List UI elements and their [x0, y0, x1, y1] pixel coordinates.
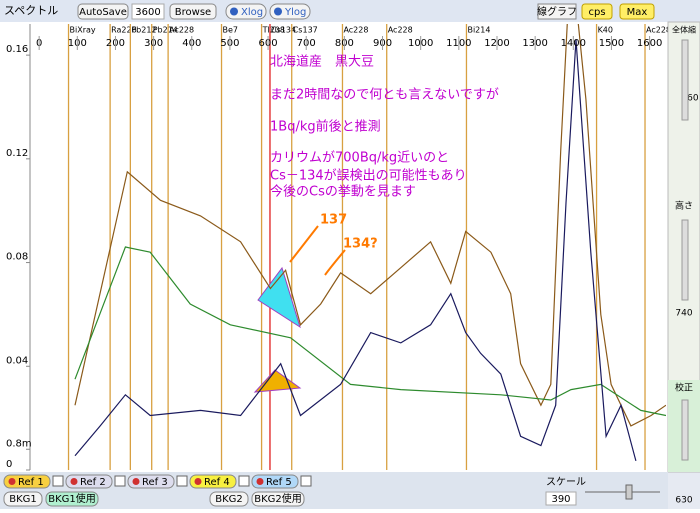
nuclide-label: Ra226	[111, 26, 137, 35]
autosave-label: AutoSave	[79, 7, 127, 18]
nuclide-label: Ac228	[388, 26, 413, 35]
zoom-value: 160	[681, 94, 698, 104]
ref-checkbox[interactable]	[114, 475, 126, 487]
ref-dot	[8, 478, 16, 485]
calib-slider[interactable]	[681, 399, 689, 461]
window-title: スペクトル	[4, 4, 58, 17]
nuclide-label: Pb214	[153, 26, 178, 35]
cps-button[interactable]	[581, 3, 613, 20]
ref-checkbox[interactable]	[176, 475, 188, 487]
annotation: Cs－134が誤検出の可能性もあり	[270, 168, 467, 184]
y-tick-label: 0.04	[6, 355, 28, 366]
nuclide-label: Pb212	[131, 26, 156, 35]
nuclide-label: Tl208	[262, 26, 285, 35]
bkg1-use-button[interactable]	[45, 491, 99, 507]
scale-thumb[interactable]	[625, 484, 633, 500]
annotation: 北海道産 黒大豆	[270, 54, 374, 70]
nuclide-label: Bi214	[467, 26, 490, 35]
height-value: 740	[675, 309, 692, 319]
ref-dot	[132, 478, 140, 485]
autosave-button[interactable]	[77, 3, 129, 20]
scale-label: スケール	[546, 476, 586, 488]
bkg2-label: BKG2	[215, 494, 243, 505]
bkg1-label: BKG1	[9, 494, 37, 505]
nuclide-label: Ac228	[169, 26, 194, 35]
bkg2-use-button[interactable]	[251, 491, 305, 507]
ylog-radio	[274, 7, 282, 16]
ref-label: Ref 4	[204, 477, 230, 488]
annotation: カリウムが700Bq/kg近いのと	[270, 151, 449, 166]
ref-label: Ref 2	[80, 477, 106, 488]
ref-checkbox[interactable]	[238, 475, 250, 487]
ylog-label: Ylog	[284, 7, 306, 18]
height-slider[interactable]	[681, 219, 689, 301]
bkg2-use-label: BKG2使用	[254, 492, 302, 505]
nuclide-label: BiXray	[70, 26, 96, 35]
zoom-slider[interactable]	[681, 39, 689, 121]
time-field[interactable]	[131, 3, 165, 20]
y-tick-label: 0.08	[6, 252, 28, 263]
bkg2-button[interactable]	[209, 491, 249, 507]
browse-button[interactable]	[169, 3, 217, 20]
ref-checkbox[interactable]	[300, 475, 312, 487]
browse-label: Browse	[175, 7, 211, 18]
peak-label: 134?	[343, 237, 378, 252]
bkg1-button[interactable]	[3, 491, 43, 507]
annotation: まだ2時間なので何とも言えないですが	[270, 87, 499, 103]
ref-checkbox[interactable]	[52, 475, 64, 487]
peak-label: 137	[320, 213, 347, 228]
height-label: 高さ	[675, 200, 693, 212]
peak-arrow	[324, 249, 346, 276]
spectrum-line	[74, 246, 666, 417]
ref-dot	[194, 478, 202, 485]
annotation: 今後のCsの挙動を見ます	[270, 184, 416, 200]
ylog-toggle[interactable]	[269, 3, 311, 20]
spectrum-line	[74, 39, 637, 462]
nuclide-label: Cs137	[293, 26, 318, 35]
calib-value: 630	[675, 496, 692, 506]
y-tick-label: 0.12	[6, 148, 28, 159]
y-tick-label: 0.8m	[6, 438, 32, 449]
nuclide-label: Ac228	[343, 26, 368, 35]
y-tick-label: 0.16	[6, 44, 28, 55]
nuclide-label: Ac228	[646, 26, 671, 35]
scale-value: 390	[551, 494, 570, 505]
ref-button[interactable]	[251, 474, 299, 489]
graph-mode-label: 線グラフ	[537, 5, 577, 18]
scale-field[interactable]	[545, 491, 577, 506]
ref-label: Ref 5	[266, 477, 292, 488]
bkg1-use-label: BKG1使用	[48, 492, 96, 505]
cps-label: cps	[588, 7, 605, 18]
peak-arrow	[289, 225, 319, 263]
y-tick-label: 0	[6, 459, 12, 470]
spectrum-line	[74, 24, 666, 427]
ref-button[interactable]	[189, 474, 237, 489]
cs137-bg-roi-fill	[253, 369, 302, 393]
ref-dot	[256, 478, 264, 485]
nuclide-label: Be7	[223, 26, 239, 35]
nuclide-label: Cs134	[271, 26, 296, 35]
cs137-roi-fill	[257, 266, 301, 329]
ref-label: Ref 1	[18, 477, 44, 488]
ref-button[interactable]	[3, 474, 51, 489]
graph-mode-button[interactable]	[537, 3, 577, 20]
ref-button[interactable]	[65, 474, 113, 489]
xlog-radio	[230, 7, 238, 16]
ref-label: Ref 3	[142, 477, 168, 488]
max-label: Max	[627, 7, 648, 18]
nuclide-label: K40	[598, 26, 613, 35]
time-value: 3600	[135, 7, 160, 18]
xlog-toggle[interactable]	[225, 3, 267, 20]
ref-dot	[70, 478, 78, 485]
calib-label: 校正	[675, 382, 693, 394]
ref-button[interactable]	[127, 474, 175, 489]
annotation: 1Bq/kg前後と推測	[270, 119, 381, 135]
xlog-label: Xlog	[241, 7, 263, 18]
zoom-label: 全体縮	[672, 25, 696, 35]
max-button[interactable]	[619, 3, 655, 20]
